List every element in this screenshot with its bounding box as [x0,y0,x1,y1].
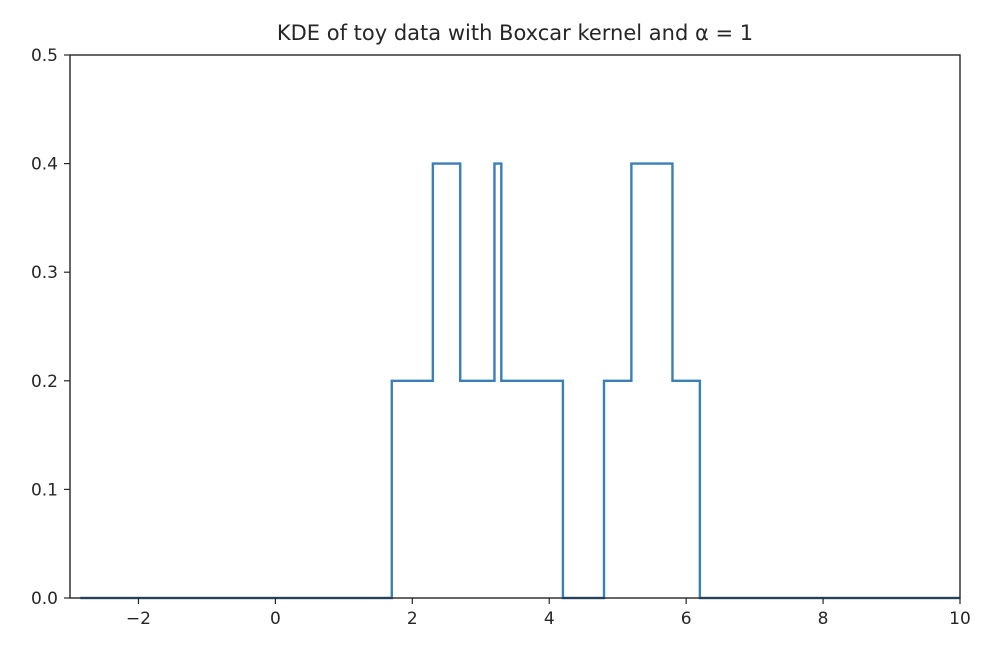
x-axis: −2 0 2 4 6 8 10 [126,598,971,629]
x-tick-label: 8 [818,609,829,629]
y-axis: 0.0 0.1 0.2 0.3 0.4 0.5 [31,46,70,609]
x-tick-label: 4 [544,609,555,629]
y-tick-label: 0.2 [31,372,58,392]
x-tick-label: 6 [681,609,692,629]
kde-series-line [80,162,960,600]
y-tick-label: 0.5 [31,46,58,66]
axes-frame [69,54,961,599]
x-tick-label: 0 [270,609,281,629]
plot-area [80,162,960,600]
x-tick-label: 2 [407,609,418,629]
chart-title: KDE of toy data with Boxcar kernel and α… [277,21,753,45]
x-tick-label: 10 [949,609,971,629]
y-tick-label: 0.1 [31,480,58,500]
y-tick-label: 0.3 [31,263,58,283]
x-tick-label: −2 [126,609,151,629]
y-tick-label: 0.4 [31,155,58,175]
y-tick-label: 0.0 [31,589,58,609]
